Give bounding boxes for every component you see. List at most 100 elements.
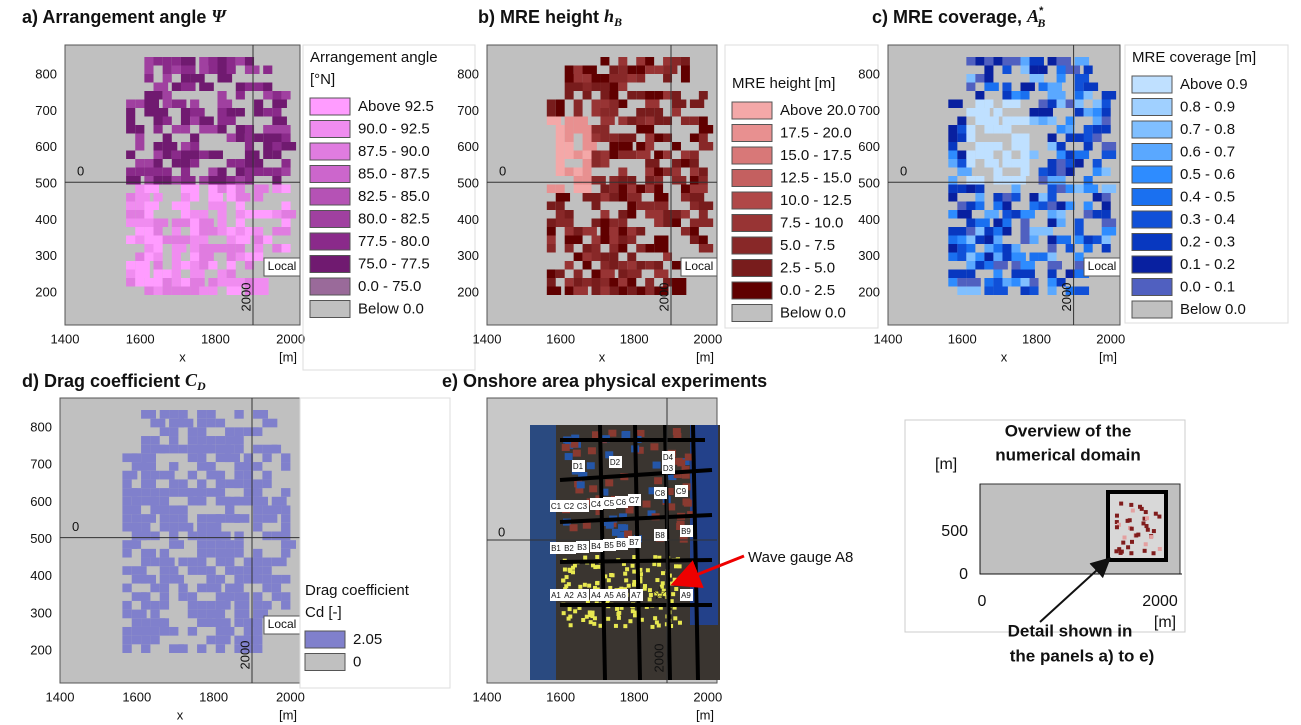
photo-block <box>595 581 599 585</box>
building <box>281 168 290 177</box>
building <box>172 287 181 296</box>
building <box>190 270 205 279</box>
building <box>227 261 236 270</box>
building <box>618 83 627 92</box>
building <box>135 210 144 219</box>
legend-label: 0.5 - 0.6 <box>1180 166 1235 183</box>
building <box>681 117 690 126</box>
building <box>556 270 565 279</box>
building <box>609 253 618 262</box>
building <box>227 108 236 117</box>
photo-block <box>673 616 677 620</box>
photo-block <box>593 616 597 620</box>
building <box>1048 193 1057 202</box>
y-tick-label: 300 <box>35 248 57 263</box>
building <box>618 142 632 151</box>
y-tick-label: 700 <box>30 457 52 472</box>
building <box>1115 525 1119 529</box>
building <box>1057 125 1066 134</box>
building <box>154 261 163 270</box>
x-tick-label: 2000 <box>276 689 305 704</box>
building <box>609 219 618 228</box>
building <box>1075 227 1084 236</box>
building <box>154 244 163 253</box>
building <box>993 270 1002 279</box>
building <box>122 627 131 636</box>
photo-block <box>589 620 593 624</box>
building <box>1102 91 1116 100</box>
building <box>1048 100 1057 109</box>
building <box>645 91 654 100</box>
building <box>556 134 565 143</box>
building <box>1039 66 1048 75</box>
building <box>1057 74 1066 83</box>
building <box>208 185 217 194</box>
photo-block <box>565 453 573 460</box>
photo-block <box>568 568 572 572</box>
building <box>236 176 245 185</box>
building <box>216 540 225 549</box>
building <box>216 610 225 619</box>
building <box>1039 168 1048 177</box>
building <box>966 227 975 236</box>
building <box>1129 503 1133 507</box>
origin-y-label: 0 <box>72 519 79 534</box>
building <box>672 57 681 66</box>
building <box>699 168 708 177</box>
building <box>206 566 215 575</box>
building <box>172 270 181 279</box>
building <box>966 151 975 160</box>
building <box>1102 151 1116 160</box>
origin-x-label: 2000 <box>656 283 671 312</box>
building <box>592 176 606 185</box>
building <box>141 618 150 627</box>
building <box>217 100 232 109</box>
legend-title: Arrangement angle <box>310 49 438 66</box>
photo-block <box>595 555 599 559</box>
building <box>556 159 565 168</box>
legend-label: 0.6 - 0.7 <box>1180 143 1235 160</box>
photo-block <box>588 610 592 614</box>
photo-block <box>616 612 620 616</box>
y-tick-label: 500 <box>30 531 52 546</box>
y-tick-label: 700 <box>858 103 880 118</box>
building <box>150 558 159 567</box>
building <box>132 610 147 619</box>
legend-swatch <box>732 237 772 254</box>
legend-label: 12.5 - 15.0 <box>780 169 852 186</box>
building <box>565 142 574 151</box>
building <box>188 436 197 445</box>
building <box>163 176 172 185</box>
building <box>1084 91 1093 100</box>
building <box>169 488 178 497</box>
building <box>1020 227 1029 236</box>
legend-swatch <box>305 631 345 648</box>
building <box>199 83 214 92</box>
building <box>600 108 609 117</box>
building <box>600 185 609 194</box>
building <box>141 453 156 462</box>
building <box>190 287 199 296</box>
building <box>227 134 236 143</box>
building <box>1002 210 1011 219</box>
building <box>600 57 609 66</box>
building <box>547 185 556 194</box>
photo-block <box>631 609 635 613</box>
building <box>1030 193 1039 202</box>
origin-y-label: 0 <box>498 524 505 539</box>
gauge-label: B2 <box>564 544 574 553</box>
x-tick-label: 1600 <box>948 331 977 346</box>
building <box>262 566 271 575</box>
building <box>144 159 153 168</box>
building <box>208 66 217 75</box>
building <box>197 540 206 549</box>
building <box>181 66 196 75</box>
building <box>1002 176 1011 185</box>
building <box>547 108 556 117</box>
building <box>1102 142 1116 151</box>
building <box>592 202 601 211</box>
building <box>574 100 583 109</box>
building <box>216 618 231 627</box>
legend-swatch <box>305 654 345 671</box>
building <box>948 185 957 194</box>
